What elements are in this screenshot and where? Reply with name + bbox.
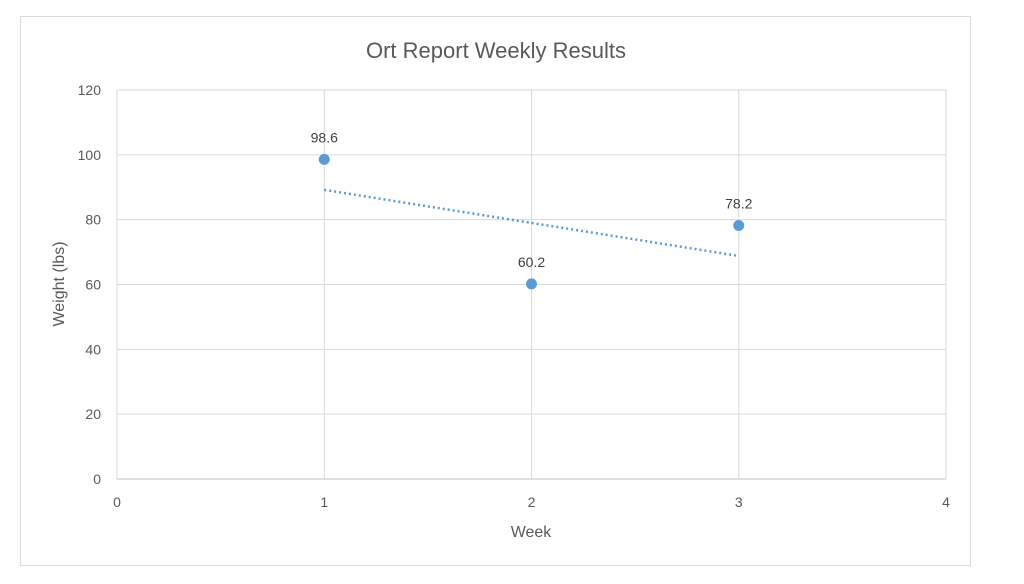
- data-point: [318, 153, 330, 165]
- x-tick-label: 3: [735, 494, 743, 510]
- y-tick-label: 100: [78, 147, 102, 163]
- x-tick-label: 0: [113, 494, 121, 510]
- axis-layer: 0 20 40 60 80 100 120 0 1 2 3 4: [78, 82, 950, 510]
- data-point: [733, 220, 745, 232]
- data-label: 78.2: [725, 196, 752, 212]
- x-tick-label: 2: [528, 494, 536, 510]
- data-point: [526, 278, 537, 290]
- data-label: 60.2: [518, 254, 545, 270]
- data-label: 98.6: [311, 129, 338, 145]
- y-tick-label: 60: [85, 277, 101, 293]
- y-axis-label: Weight (lbs): [51, 241, 68, 326]
- y-tick-label: 0: [93, 471, 101, 487]
- y-tick-label: 20: [85, 406, 101, 422]
- y-tick-label: 80: [85, 212, 101, 228]
- chart-title: Ort Report Weekly Results: [366, 38, 626, 63]
- data-labels-layer: 98.6 60.2 78.2: [311, 129, 753, 269]
- y-tick-label: 120: [78, 82, 102, 98]
- chart-frame: [20, 16, 971, 566]
- y-tick-label: 40: [85, 341, 101, 357]
- x-tick-label: 4: [942, 494, 950, 510]
- x-tick-label: 1: [320, 494, 328, 510]
- points-layer: [318, 153, 745, 290]
- x-axis-label: Week: [511, 524, 553, 541]
